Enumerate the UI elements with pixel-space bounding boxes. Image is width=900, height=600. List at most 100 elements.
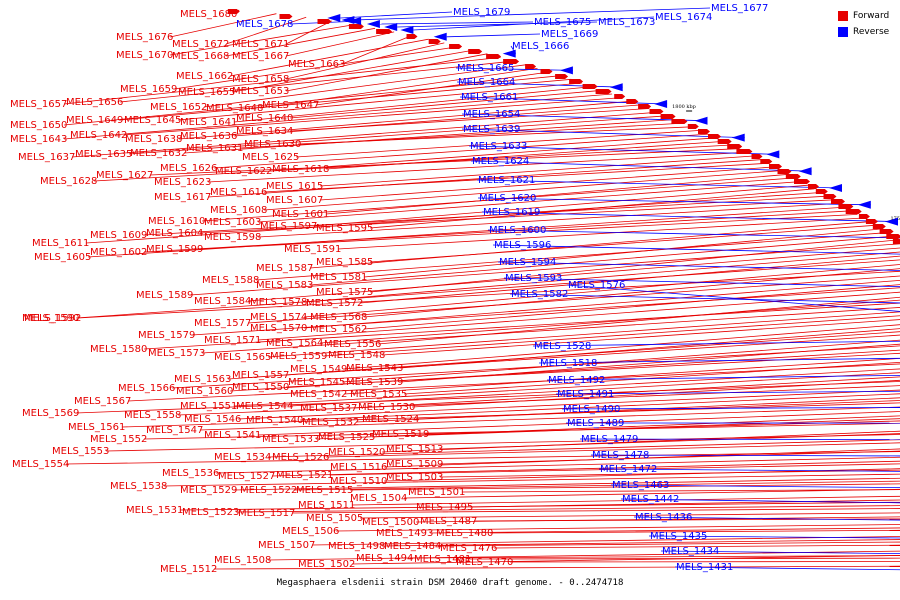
reverse-leader-line — [503, 277, 900, 288]
forward-leader-line — [352, 554, 900, 565]
reverse-features — [327, 14, 898, 226]
reverse-gene-label: MELS_1594 — [499, 257, 556, 268]
reverse-gene-label: MELS_1593 — [505, 273, 562, 284]
forward-gene-label: MELS_1525 — [318, 432, 375, 443]
forward-feature — [540, 69, 553, 74]
forward-leader-line — [200, 199, 834, 234]
forward-feature — [760, 159, 773, 164]
forward-gene-label: MELS_1487 — [420, 516, 477, 527]
forward-leader-line — [326, 173, 789, 215]
reverse-feature — [766, 150, 780, 159]
forward-feature — [638, 104, 652, 109]
forward-feature — [227, 9, 240, 14]
reverse-gene-label: MELS_1675 — [534, 17, 591, 28]
forward-gene-label: MELS_1581 — [310, 272, 367, 283]
reverse-gene-label: MELS_1490 — [563, 404, 620, 415]
reverse-feature — [731, 133, 745, 142]
forward-leader-line — [234, 477, 900, 491]
forward-gene-label: MELS_1558 — [124, 410, 181, 421]
forward-gene-label: MELS_1585 — [316, 257, 373, 268]
reverse-feature — [502, 49, 516, 58]
forward-gene-label: MELS_1571 — [204, 335, 261, 346]
forward-leader-line — [269, 137, 717, 172]
forward-gene-label: MELS_1607 — [266, 195, 323, 206]
forward-leader-line — [248, 275, 900, 324]
forward-gene-label: MELS_1534 — [214, 452, 271, 463]
forward-gene-label: MELS_1524 — [362, 414, 419, 425]
forward-leader-line — [64, 57, 501, 105]
forward-gene-label: MELS_1507 — [258, 540, 315, 551]
forward-feature — [555, 74, 569, 79]
forward-leader-line — [300, 393, 900, 421]
reverse-gene-label: MELS_1620 — [479, 193, 536, 204]
forward-leader-line — [382, 430, 900, 453]
forward-leader-line — [430, 527, 900, 534]
forward-gene-label: MELS_1519 — [372, 429, 429, 440]
forward-leader-line — [298, 126, 693, 145]
forward-feature — [279, 14, 293, 19]
forward-leader-line — [232, 49, 474, 93]
forward-leader-line — [204, 64, 526, 108]
forward-leader-line — [382, 539, 900, 547]
forward-feature — [582, 84, 598, 89]
forward-leader-line — [290, 89, 603, 119]
forward-leader-line — [208, 151, 747, 183]
reverse-gene-label: MELS_1436 — [635, 512, 692, 523]
forward-feature — [794, 179, 810, 184]
forward-leader-line — [178, 82, 582, 121]
forward-feature — [671, 119, 688, 124]
forward-leader-line — [304, 264, 900, 318]
forward-feature — [660, 114, 676, 119]
forward-gene-label: MELS_1568 — [310, 312, 367, 323]
forward-leader-line — [320, 299, 900, 344]
reverse-feature — [327, 14, 341, 22]
forward-gene-label: MELS_1611 — [32, 238, 89, 249]
forward-gene-label: MELS_1580 — [90, 344, 147, 355]
forward-gene-label: MELS_1573 — [148, 348, 205, 359]
forward-gene-label: MELS_1634 — [236, 126, 293, 137]
forward-gene-label: MELS_1494 — [356, 553, 413, 564]
forward-gene-label: MELS_1626 — [160, 163, 217, 174]
reverse-leader-line — [461, 113, 708, 122]
reverse-feature — [433, 32, 447, 41]
forward-feature — [808, 184, 819, 189]
forward-gene-label: MELS_1549 — [290, 364, 347, 375]
forward-gene-label: MELS_1615 — [266, 181, 323, 192]
forward-gene-label: MELS_1542 — [290, 389, 347, 400]
forward-leader-line — [122, 402, 900, 428]
forward-leader-line — [310, 221, 870, 269]
forward-leader-line — [326, 442, 900, 458]
forward-gene-label: MELS_1627 — [96, 170, 153, 181]
forward-leader-line — [286, 42, 445, 80]
forward-leader-line — [344, 358, 900, 395]
forward-leader-line — [120, 78, 572, 121]
forward-leader-line — [330, 463, 900, 476]
forward-leader-line — [470, 499, 900, 508]
forward-gene-label: MELS_1540 — [246, 415, 303, 426]
forward-gene-label: MELS_1544 — [236, 401, 293, 412]
reverse-leader-line — [620, 498, 900, 504]
reverse-leader-line — [468, 145, 780, 155]
forward-leader-line — [320, 166, 775, 201]
tick-label: 1750 kbp — [891, 216, 900, 222]
forward-gene-label: MELS_1577 — [194, 318, 251, 329]
forward-leader-line — [320, 155, 754, 187]
reverse-gene-label: MELS_1673 — [598, 17, 655, 28]
reverse-gene-label: MELS_1666 — [512, 41, 569, 52]
reverse-gene-label: MELS_1654 — [463, 109, 520, 120]
forward-leader-line — [180, 501, 900, 511]
forward-gene-label: MELS_1554 — [12, 459, 69, 470]
forward-leader-line — [324, 315, 900, 357]
forward-leader-line — [264, 162, 768, 193]
forward-leader-line — [286, 352, 900, 388]
forward-leader-line — [360, 255, 900, 304]
forward-feature — [865, 219, 878, 224]
forward-gene-label: MELS_1510 — [330, 476, 387, 487]
forward-leader-line — [88, 206, 846, 258]
forward-feature — [879, 229, 894, 234]
forward-leader-line — [184, 119, 676, 154]
forward-gene-label: MELS_1605 — [34, 252, 91, 263]
forward-gene-label: MELS_1550 — [232, 382, 289, 393]
forward-leader-line — [238, 389, 900, 420]
forward-leader-line — [314, 184, 809, 227]
